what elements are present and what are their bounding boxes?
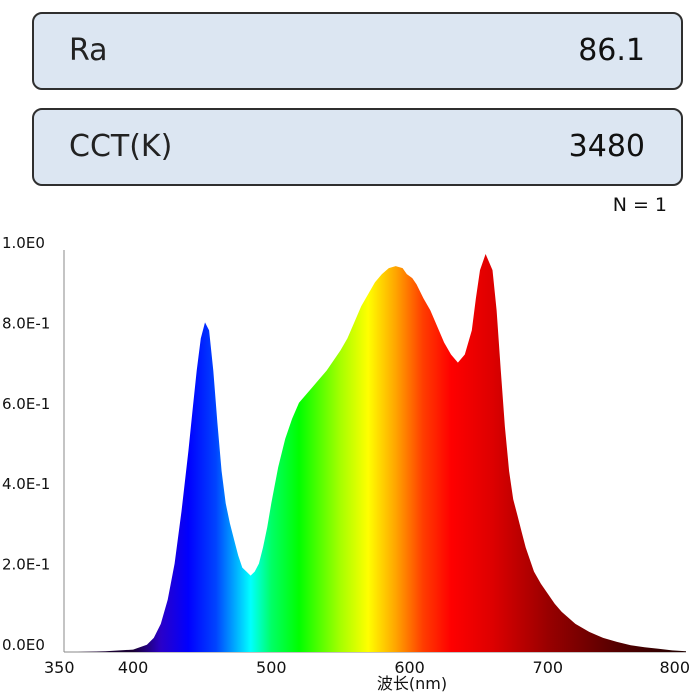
x-tick-label: 500 <box>256 658 287 677</box>
x-tick-label: 600 <box>394 658 425 677</box>
y-tick-label: 0.0E0 <box>2 636 45 654</box>
cct-card: CCT(K) 3480 <box>32 108 683 186</box>
cct-label: CCT(K) <box>69 129 173 164</box>
y-tick-label: 2.0E-1 <box>2 556 50 574</box>
ra-label: Ra <box>69 33 108 68</box>
x-tick-label: 350 <box>44 658 75 677</box>
ra-value: 86.1 <box>578 33 645 68</box>
x-tick-label: 700 <box>533 658 564 677</box>
y-tick-label: 4.0E-1 <box>2 475 50 493</box>
sample-count: N = 1 <box>612 194 667 216</box>
x-tick-label: 800 <box>659 658 690 677</box>
y-tick-label: 8.0E-1 <box>2 314 50 332</box>
ra-card: Ra 86.1 <box>32 12 683 90</box>
cct-value: 3480 <box>568 129 645 164</box>
y-tick-label: 6.0E-1 <box>2 395 50 413</box>
spectrum-chart: 0.0E0 2.0E-1 4.0E-1 6.0E-1 8.0E-1 1.0E0 350 400… <box>2 234 690 693</box>
spectrum-area <box>77 254 687 652</box>
y-tick-label: 1.0E0 <box>2 234 45 252</box>
x-axis-title: 波长(nm) <box>377 674 447 693</box>
x-tick-label: 400 <box>118 658 149 677</box>
